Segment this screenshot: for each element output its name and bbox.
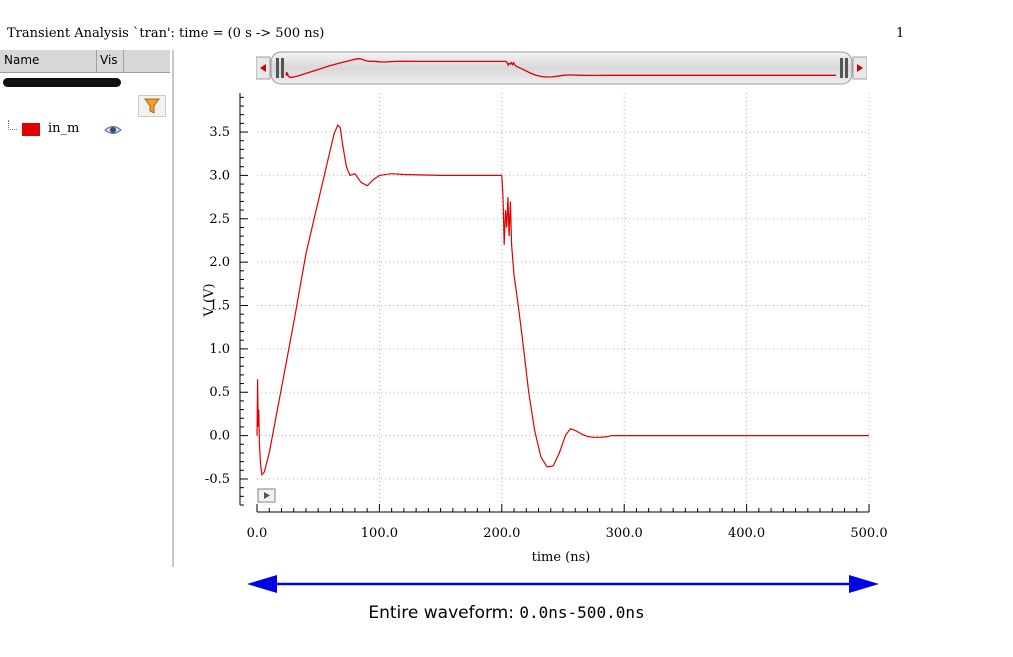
y-tick-label: 1.5 [209, 299, 230, 314]
y-tick-label: 3.5 [209, 125, 230, 140]
y-tick-label: -0.5 [205, 472, 230, 487]
tick-labels: 0.0 100.0 200.0 300.0 400.0 500.0 -0.5 0.0 0.5 1.… [205, 125, 888, 541]
series-line-in-m[interactable] [256, 124, 869, 476]
x-tick-label: 0.0 [247, 526, 268, 541]
overview-scroller[interactable] [256, 51, 867, 85]
plot-grid [257, 93, 870, 505]
signal-list-header: Name Vis [0, 50, 170, 73]
x-tick-label: 200.0 [483, 526, 520, 541]
x-tick-label: 100.0 [361, 526, 398, 541]
filter-button[interactable] [138, 95, 166, 117]
column-vis-header[interactable]: Vis [96, 50, 124, 72]
plot-area[interactable] [257, 93, 869, 505]
range-arrow [247, 575, 879, 593]
x-tick-label: 300.0 [606, 526, 643, 541]
waveform-plot[interactable]: 0.0 100.0 200.0 300.0 400.0 500.0 -0.5 0.0 0.5 1.… [180, 88, 890, 573]
range-caption-label: Entire waveform: [368, 603, 520, 623]
arrow-left-icon [260, 64, 266, 72]
y-axis-label: V (V) [202, 283, 217, 317]
y-tick-label: 0.0 [209, 429, 230, 444]
horizontal-scrollbar[interactable] [3, 78, 121, 87]
y-tick-label: 2.0 [209, 255, 230, 270]
signal-color-swatch[interactable] [22, 123, 40, 136]
analysis-title: Transient Analysis `tran': time = (0 s -… [7, 26, 325, 41]
range-caption-value: 0.0ns-500.0ns [519, 603, 645, 622]
signal-row-in-m[interactable]: in_m [8, 120, 168, 138]
tree-connector [8, 120, 17, 130]
playback-button[interactable] [257, 488, 276, 503]
filter-icon [144, 98, 160, 114]
column-vis-label: Vis [100, 53, 118, 67]
signal-browser: Name Vis in_m [0, 50, 174, 567]
y-tick-label: 2.5 [209, 212, 230, 227]
column-name-header[interactable]: Name [4, 53, 40, 67]
waveform-range-caption: Entire waveform: 0.0ns-500.0ns [0, 603, 1013, 623]
arrow-right-icon [857, 64, 863, 72]
y-tick-label: 3.0 [209, 168, 230, 183]
plot-axes [239, 93, 870, 513]
overview-handle-right[interactable] [840, 58, 848, 78]
y-tick-label: 0.5 [209, 385, 230, 400]
x-tick-label: 400.0 [728, 526, 765, 541]
x-tick-label: 500.0 [850, 526, 887, 541]
signal-name: in_m [48, 121, 80, 136]
plot-number: 1 [896, 26, 905, 41]
overview-waveform [285, 58, 836, 79]
eye-icon[interactable] [104, 122, 122, 141]
x-axis-label: time (ns) [532, 550, 591, 565]
overview-handle-left[interactable] [276, 58, 284, 78]
y-tick-label: 1.0 [209, 342, 230, 357]
play-icon [264, 492, 270, 499]
overview-thumb[interactable] [270, 51, 853, 85]
